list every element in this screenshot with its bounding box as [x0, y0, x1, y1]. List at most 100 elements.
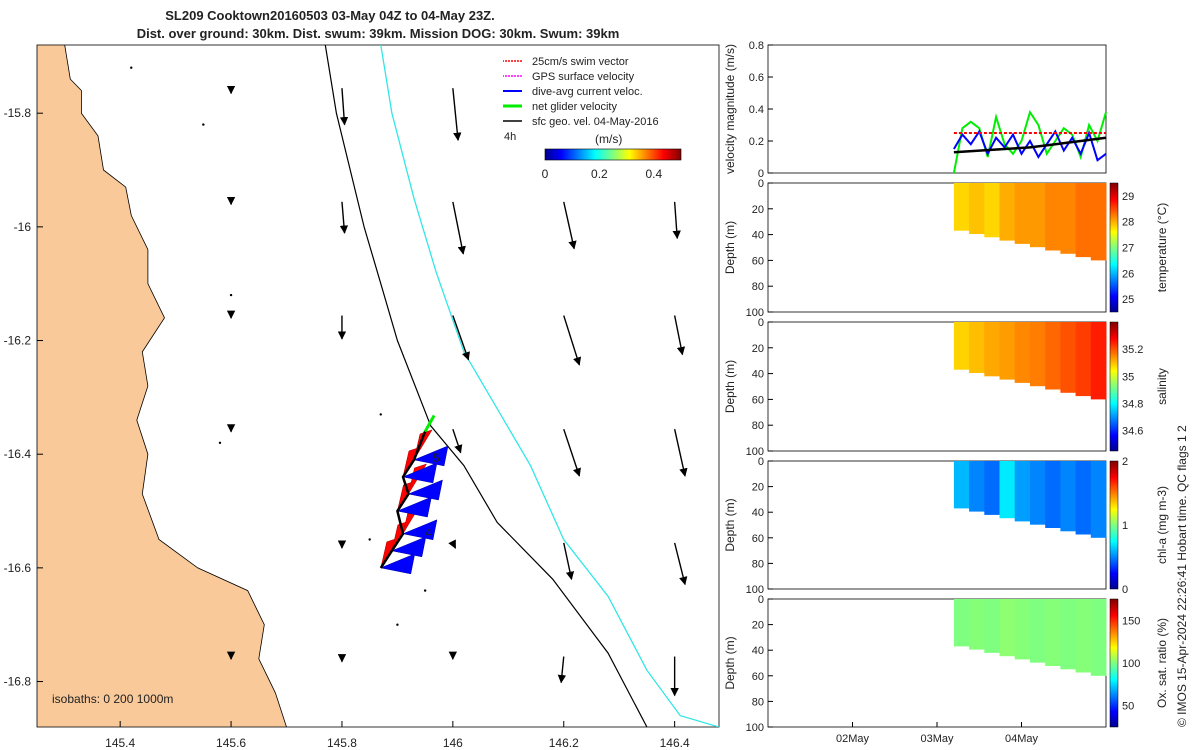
dive-avg-vector — [407, 479, 443, 501]
reef-islet — [379, 413, 382, 416]
section-data-cell — [984, 183, 1000, 238]
net-glider-velocity — [423, 414, 436, 433]
velocity-series-line — [953, 129, 1107, 162]
colorbar-unit-label: (m/s) — [595, 132, 622, 146]
title-line-1: SL209 Cooktown20160503 03-May 04Z to 04-… — [165, 8, 494, 23]
time-tick-label: 02May — [836, 733, 870, 745]
geo-velocity-arrow — [673, 542, 688, 586]
legend-label-net: net glider velocity — [532, 101, 617, 113]
colorbar-tick-label: 1 — [1122, 520, 1128, 532]
depth-y-tick-label: 20 — [752, 343, 764, 355]
section-data-cell — [1014, 183, 1031, 244]
colorbar-tick-label: 50 — [1122, 701, 1134, 713]
section-data-cell — [1014, 322, 1031, 383]
speed-colorbar — [544, 148, 682, 161]
section-data-cell — [1075, 599, 1092, 673]
velocity-y-tick-label: 0.4 — [749, 104, 764, 116]
depth-y-tick-label: 40 — [752, 645, 764, 657]
panel-3: Depth (m) 0 20 40 60 80 100 34.6 34.8 35 35.2 salin… — [723, 317, 1169, 458]
panel-2: Depth (m) 0 20 40 60 80 100 25 26 27 28 29 temperatu… — [723, 178, 1169, 319]
section-data-cell — [999, 322, 1016, 380]
depth-y-tick-label: 80 — [752, 696, 764, 708]
depth-y-tick-label: 40 — [752, 507, 764, 519]
map-layers: 54 — [37, 45, 719, 727]
section-data-cell — [999, 461, 1016, 519]
time-series-panels: velocity magnitude (m/s) 0 0.2 0.4 0.6 0.8 Dep… — [723, 40, 1169, 745]
section-data-cell — [1045, 599, 1061, 666]
dive-avg-vector — [402, 462, 438, 484]
colorbar-tick-label: 29 — [1122, 191, 1134, 203]
section-data-cell — [1030, 461, 1046, 525]
section-data-cell — [953, 322, 970, 370]
dive-avg-vector — [391, 536, 427, 558]
map-x-tick-label: 146.4 — [660, 736, 690, 750]
depth-y-tick-label: 80 — [752, 420, 764, 432]
credit-text: © IMOS 15-Apr-2024 22:26:41 Hobart time.… — [1175, 425, 1189, 727]
section-data-cell — [1045, 183, 1061, 251]
depth-y-tick-label: 0 — [758, 317, 764, 329]
velocity-series-line — [953, 136, 1107, 154]
section-data-cell — [984, 599, 1000, 653]
track-label-4: 4 — [425, 526, 432, 540]
section-data-cell — [984, 322, 1000, 377]
map-x-tick-label: 146.2 — [549, 736, 579, 750]
section-data-cell — [969, 183, 985, 234]
reef-islet — [130, 66, 133, 69]
legend-item-gps: GPS surface velocity — [503, 71, 635, 83]
colorbar-tick-label: 34.8 — [1122, 398, 1143, 410]
depth-y-tick-label: 20 — [752, 204, 764, 216]
geo-velocity-arrow — [673, 315, 686, 356]
colorbar-tick-label: 26 — [1122, 268, 1134, 280]
section-data-cell — [1075, 322, 1092, 397]
section-data-cell — [984, 461, 1000, 515]
panel-5: Depth (m) 0 20 40 60 80 100 50 100 150 Ox. sat. ra… — [723, 594, 1169, 734]
dive-avg-vector — [396, 496, 432, 518]
geo-velocity-arrow — [452, 315, 470, 361]
section-data-cell — [969, 599, 985, 650]
colorbar-tick-label: 0 — [1122, 584, 1128, 596]
reef-islet — [202, 123, 205, 126]
dive-avg-vector — [413, 445, 449, 467]
geo-velocity-arrow — [452, 201, 466, 255]
map-y-tick-label: -15.8 — [4, 106, 32, 120]
legend-label-geo: sfc geo. vel. 04-May-2016 — [532, 116, 659, 128]
map-y-tick-label: -16.2 — [4, 334, 32, 348]
depth-y-tick-label: 60 — [752, 533, 764, 545]
time-tick-label: 04May — [1005, 733, 1039, 745]
reef-islet — [229, 293, 233, 297]
section-data-cell — [953, 461, 970, 509]
colorbar-tick-label: 34.6 — [1122, 426, 1143, 438]
glider-track — [379, 431, 427, 569]
section-data-cell — [1030, 322, 1046, 387]
geo-velocity-arrow — [339, 88, 349, 126]
geo-velocity-arrow — [563, 428, 581, 477]
geo-velocity-arrow — [563, 542, 575, 581]
geo-velocity-arrow — [339, 201, 349, 234]
reef-islet — [423, 589, 427, 592]
colorbar-tick-label: 27 — [1122, 243, 1134, 255]
legend-item-net: net glider velocity — [503, 101, 617, 113]
depth-y-tick-label: 40 — [752, 369, 764, 381]
depth-y-tick-label: 20 — [752, 482, 764, 494]
depth-y-tick-label: 20 — [752, 620, 764, 632]
legend-label-dive-avg: dive-avg current veloc. — [532, 86, 643, 98]
section-data-cell — [1090, 183, 1107, 261]
geo-velocity-arrow — [448, 539, 457, 549]
velocity-y-tick-label: 0.6 — [749, 72, 764, 84]
panel-frame — [767, 44, 1107, 174]
section-data-cell — [969, 461, 985, 512]
time-tick-label: 03May — [920, 733, 954, 745]
time-step-label: 4h — [504, 131, 516, 143]
speed-colorbar-tick: 0.4 — [645, 167, 662, 181]
map-y-tick-label: -16.8 — [4, 675, 32, 689]
colorbar-tick-label: 100 — [1122, 658, 1140, 670]
isobaths-label: isobaths: 0 200 1000m — [52, 692, 173, 706]
map-axis-ticks: 145.4 145.6 145.8 146 146.2 146.4 -15.8 -16 -16.… — [4, 106, 690, 750]
colorbar-tick-label: 2 — [1122, 456, 1128, 468]
section-data-cell — [999, 183, 1016, 241]
depth-y-tick-label: 80 — [752, 281, 764, 293]
panel-colorbar — [1109, 321, 1119, 452]
section-data-cell — [1014, 461, 1031, 522]
map-panel: 54 145.4 145.6 145.8 146 146.2 146.4-15.8-16-… — [4, 44, 720, 750]
panel-colorbar — [1109, 182, 1119, 313]
